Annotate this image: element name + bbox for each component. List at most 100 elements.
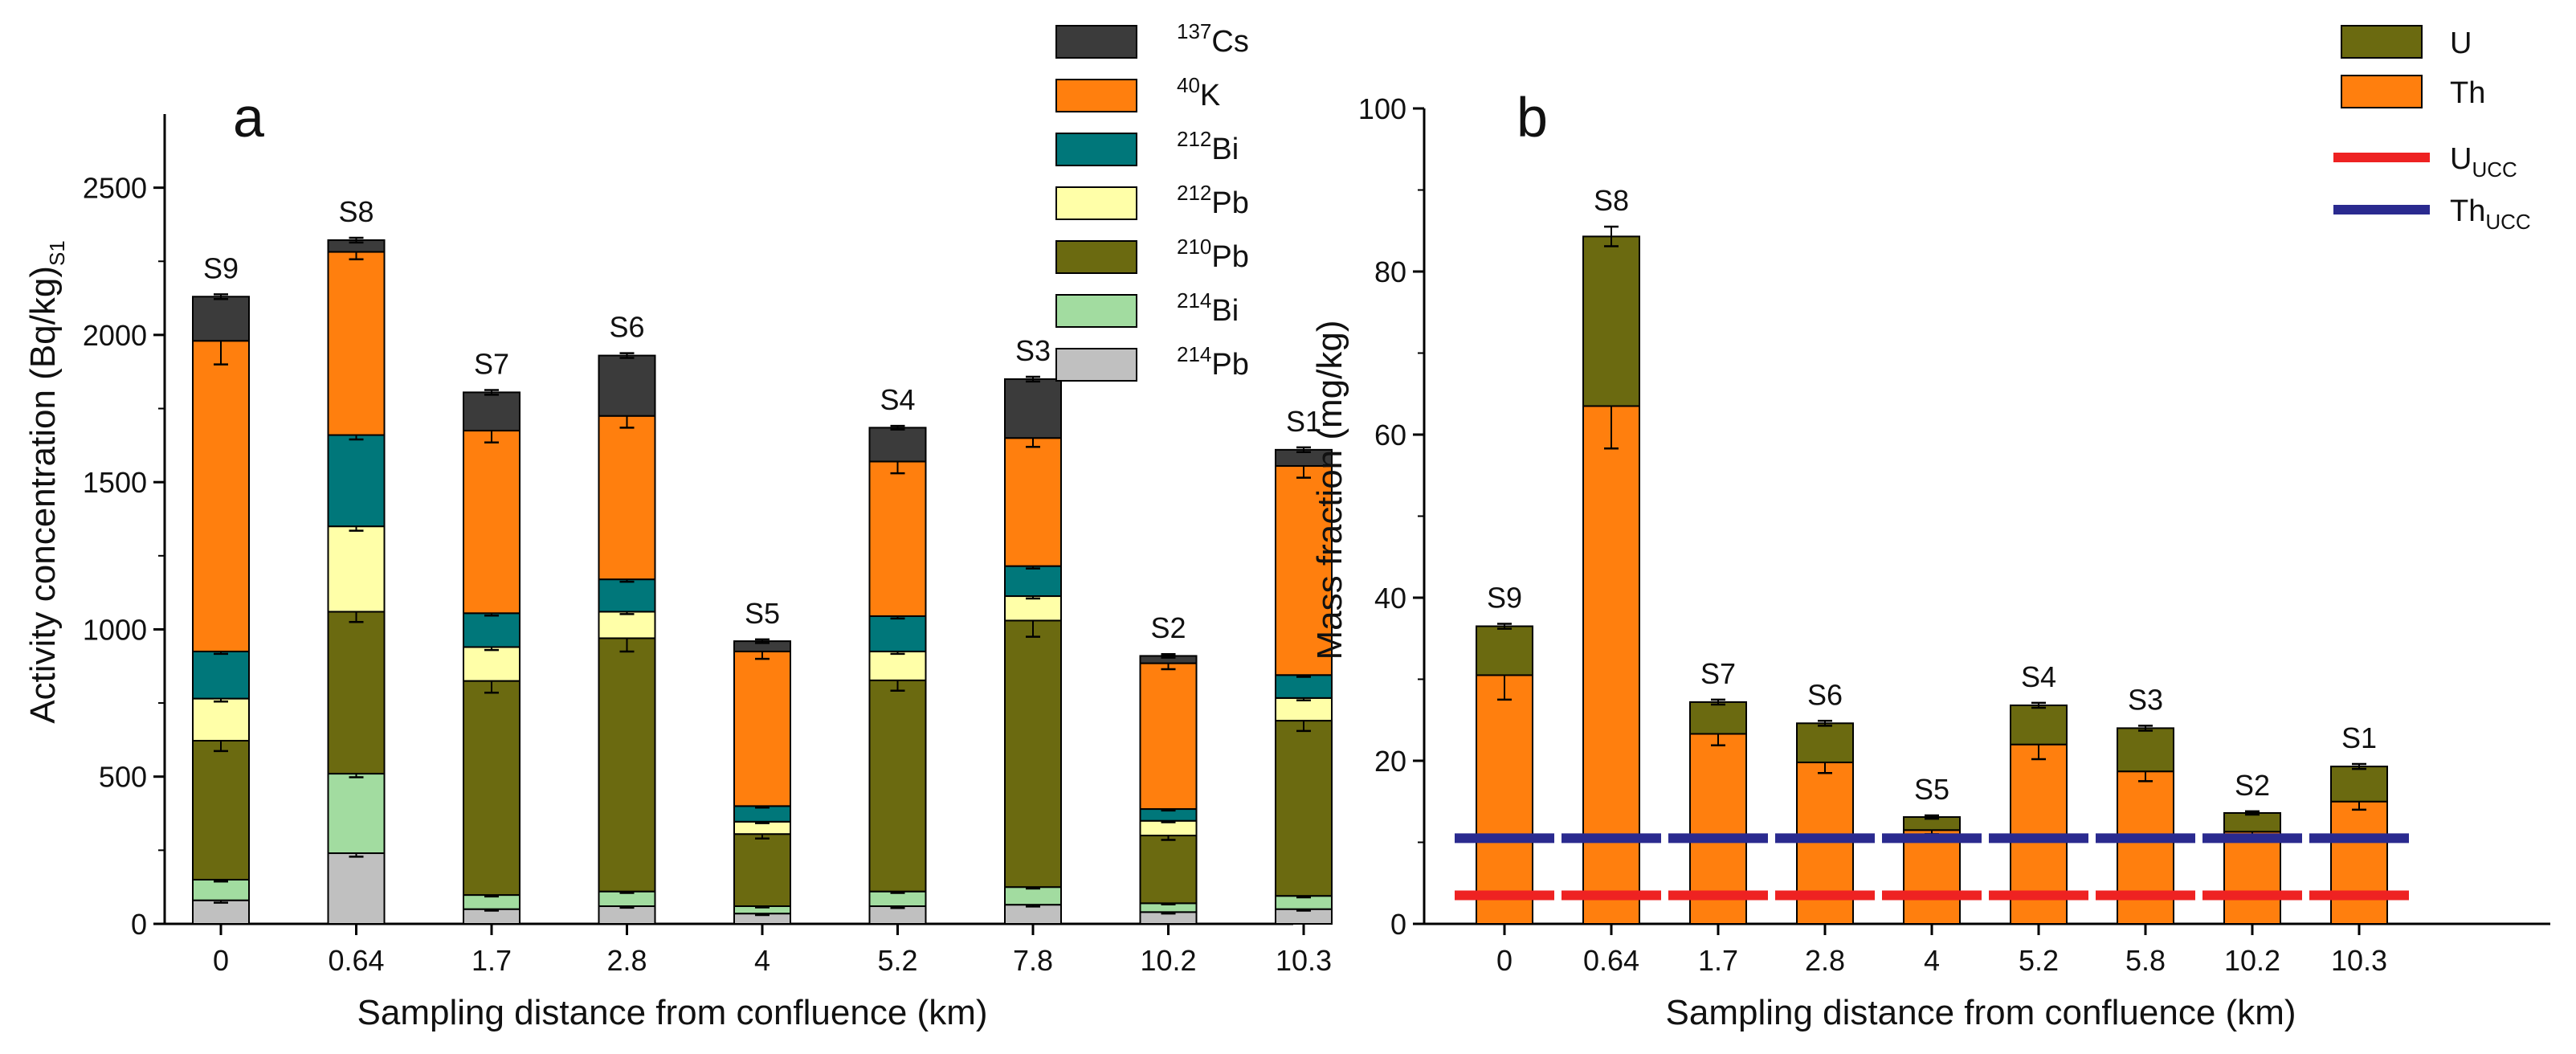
- error-bar-u: [2138, 725, 2153, 732]
- chart-panel-a: a 0 500 1000 1500 2000 2500 0 0.64 1.7 2.8 4 5.2 7.8…: [23, 19, 1333, 1032]
- y-tick-label: 80: [1374, 255, 1406, 288]
- bar-segment-40k: [463, 430, 521, 615]
- bar-sample-label: S2: [1150, 611, 1186, 644]
- bar-segment-40k: [1139, 662, 1198, 811]
- error-bar-137cs: [890, 424, 905, 431]
- y-tick-label: 60: [1374, 419, 1406, 451]
- bar-segment-40k: [1275, 465, 1333, 676]
- bar-segment-214bi: [327, 773, 386, 855]
- bar-sample-label: S3: [2128, 683, 2163, 716]
- bar-segment-137cs: [463, 391, 521, 432]
- y-tick-label: 500: [99, 761, 147, 794]
- legend-swatch-212pb: [1055, 186, 1137, 220]
- bar-sample-label: S6: [1807, 678, 1843, 711]
- error-bar-137cs: [1026, 375, 1040, 383]
- bar-segment-u: [2117, 727, 2174, 773]
- x-tick-label: 10.3: [2331, 944, 2387, 977]
- bar-segment-212bi: [192, 650, 250, 700]
- bar-segment-40k: [868, 460, 927, 617]
- bar-sample-label: S8: [338, 195, 374, 228]
- x-tick-label: 4: [754, 944, 770, 977]
- legend-swatch-212bi: [1055, 133, 1137, 166]
- legend-label-214bi: 214Bi: [1177, 288, 1239, 328]
- panel-a-legend: 137Cs 40K 212Bi 212Pb 210Pb 214Bi 214Pb: [1055, 19, 1249, 382]
- bar-segment-137cs: [598, 354, 656, 417]
- bar-segment-212pb: [598, 611, 656, 639]
- panel-a-axes: 0 500 1000 1500 2000 2500 0 0.64 1.7 2.8 4 5.2 7.8 10…: [83, 114, 1332, 977]
- panel-a-y-axis-title: Activity concentration (Bq/kg)S1: [23, 240, 69, 724]
- bar-segment-210pb: [1275, 720, 1333, 897]
- x-tick-label: 0: [213, 944, 229, 977]
- bar-segment-214bi: [192, 879, 250, 901]
- bar-sample-label: S8: [1594, 184, 1629, 217]
- x-tick-label: 2.8: [1805, 944, 1845, 977]
- error-bar-u: [1497, 623, 1512, 630]
- bar-sample-label: S5: [745, 597, 780, 630]
- bar-segment-137cs: [192, 296, 250, 342]
- error-bar-u: [2245, 810, 2260, 816]
- legend-label-u: U: [2450, 27, 2472, 60]
- bar-segment-137cs: [868, 427, 927, 463]
- bar-segment-210pb: [598, 637, 656, 893]
- bar-sample-label: S4: [2021, 660, 2056, 693]
- legend-swatch-137cs: [1055, 25, 1137, 59]
- x-tick-label: 1.7: [472, 944, 512, 977]
- bar-sample-label: S2: [2235, 769, 2270, 802]
- bar-segment-214pb: [192, 899, 250, 925]
- y-tick-label: 1500: [83, 466, 147, 499]
- y-tick-label: 0: [1390, 908, 1406, 941]
- x-tick-label: 10.2: [1140, 944, 1196, 977]
- bar-segment-210pb: [192, 740, 250, 881]
- bar-sample-label: S4: [880, 383, 915, 416]
- y-tick-label: 2500: [83, 172, 147, 205]
- bar-segment-212pb: [1004, 595, 1062, 622]
- legend-swatch-th: [2341, 75, 2423, 108]
- legend-label-137cs: 137Cs: [1177, 19, 1249, 59]
- legend-swatch-214bi: [1055, 294, 1137, 328]
- panel-b-y-axis-title: Mass fraction (mg/kg): [1310, 321, 1349, 660]
- bar-segment-u: [2223, 811, 2281, 833]
- legend-swatch-40k: [1055, 79, 1137, 112]
- error-bar-u: [1925, 814, 1939, 820]
- legend-label-th-ucc: ThUCC: [2450, 194, 2531, 234]
- panel-b-legend: U Th UUCC ThUCC: [2333, 25, 2531, 234]
- bar-segment-137cs: [1004, 378, 1062, 439]
- legend-label-th: Th: [2450, 76, 2485, 110]
- bar-segment-40k: [733, 650, 791, 807]
- panel-a-bars: S9 S8 S7 S6 S5 S4 S3 S2 S1: [192, 195, 1333, 925]
- x-tick-label: 0: [1496, 944, 1513, 977]
- bar-segment-th: [2117, 770, 2174, 925]
- panel-a-y-axis-note: S1: [45, 240, 69, 266]
- bar-sample-label: S5: [1914, 773, 1949, 806]
- x-tick-label: 1.7: [1698, 944, 1738, 977]
- error-bar-137cs: [1296, 446, 1311, 454]
- error-bar-u: [1818, 720, 1832, 727]
- x-tick-label: 10.3: [1276, 944, 1332, 977]
- bar-segment-212pb: [327, 525, 386, 613]
- error-bar-u: [1711, 698, 1725, 706]
- x-tick-label: 5.2: [877, 944, 917, 977]
- legend-label-40k: 40K: [1177, 73, 1220, 112]
- x-tick-label: 5.8: [2125, 944, 2166, 977]
- bar-segment-214pb: [598, 905, 656, 925]
- bar-segment-th: [1476, 674, 1533, 925]
- y-tick-label: 20: [1374, 745, 1406, 778]
- bar-segment-212bi: [327, 434, 386, 528]
- legend-swatch-210pb: [1055, 240, 1137, 274]
- bar-segment-212pb: [463, 646, 521, 682]
- panel-a-label: a: [233, 86, 264, 149]
- bar-segment-u: [1582, 235, 1640, 407]
- panel-b-label: b: [1517, 86, 1548, 149]
- x-tick-label: 4: [1924, 944, 1940, 977]
- bar-segment-212bi: [1004, 565, 1062, 598]
- error-bar-137cs: [349, 236, 364, 244]
- bar-segment-th: [2330, 800, 2388, 925]
- legend-label-214pb: 214Pb: [1177, 342, 1249, 382]
- bar-segment-210pb: [327, 611, 386, 775]
- error-bar-u: [2031, 701, 2046, 709]
- bar-sample-label: S1: [2341, 721, 2377, 754]
- bar-segment-210pb: [1139, 835, 1198, 905]
- bar-segment-u: [1796, 722, 1854, 764]
- y-tick-label: 1000: [83, 613, 147, 646]
